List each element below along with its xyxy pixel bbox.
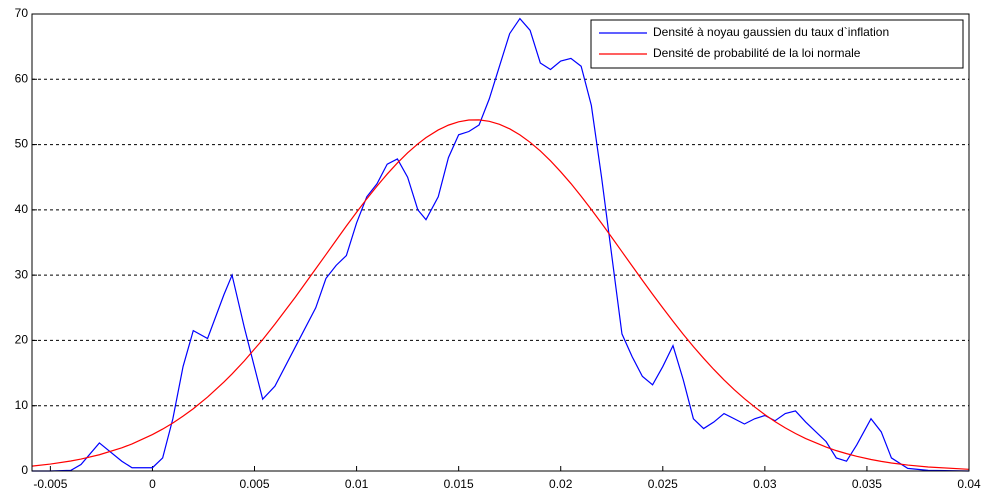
y-tick-label: 10: [15, 398, 29, 412]
x-tick-label: 0.01: [345, 477, 369, 491]
y-tick-label: 50: [15, 137, 29, 151]
x-tick-label: 0: [149, 477, 156, 491]
x-tick-label: 0.015: [444, 477, 474, 491]
x-tick-label: 0.02: [549, 477, 573, 491]
x-tick-label: 0.035: [852, 477, 882, 491]
x-tick-label: -0.005: [33, 477, 67, 491]
legend-label: Densité à noyau gaussien du taux d`infla…: [653, 25, 889, 39]
plot-area: [32, 14, 969, 471]
x-tick-label: 0.04: [957, 477, 981, 491]
y-tick-label: 70: [15, 6, 29, 20]
y-tick-label: 0: [21, 463, 28, 477]
x-tick-label: 0.03: [753, 477, 777, 491]
x-tick-label: 0.005: [239, 477, 269, 491]
y-tick-label: 40: [15, 202, 29, 216]
series-line: [32, 17, 970, 472]
series-line: [31, 119, 970, 470]
legend-box: [590, 19, 964, 69]
legend-label: Densité de probabilité de la loi normale: [653, 46, 861, 60]
y-tick-label: 60: [15, 71, 29, 85]
x-tick-label: 0.025: [648, 477, 678, 491]
y-tick-label: 30: [15, 267, 29, 281]
plot-border: [31, 13, 970, 472]
y-tick-label: 20: [15, 333, 29, 347]
